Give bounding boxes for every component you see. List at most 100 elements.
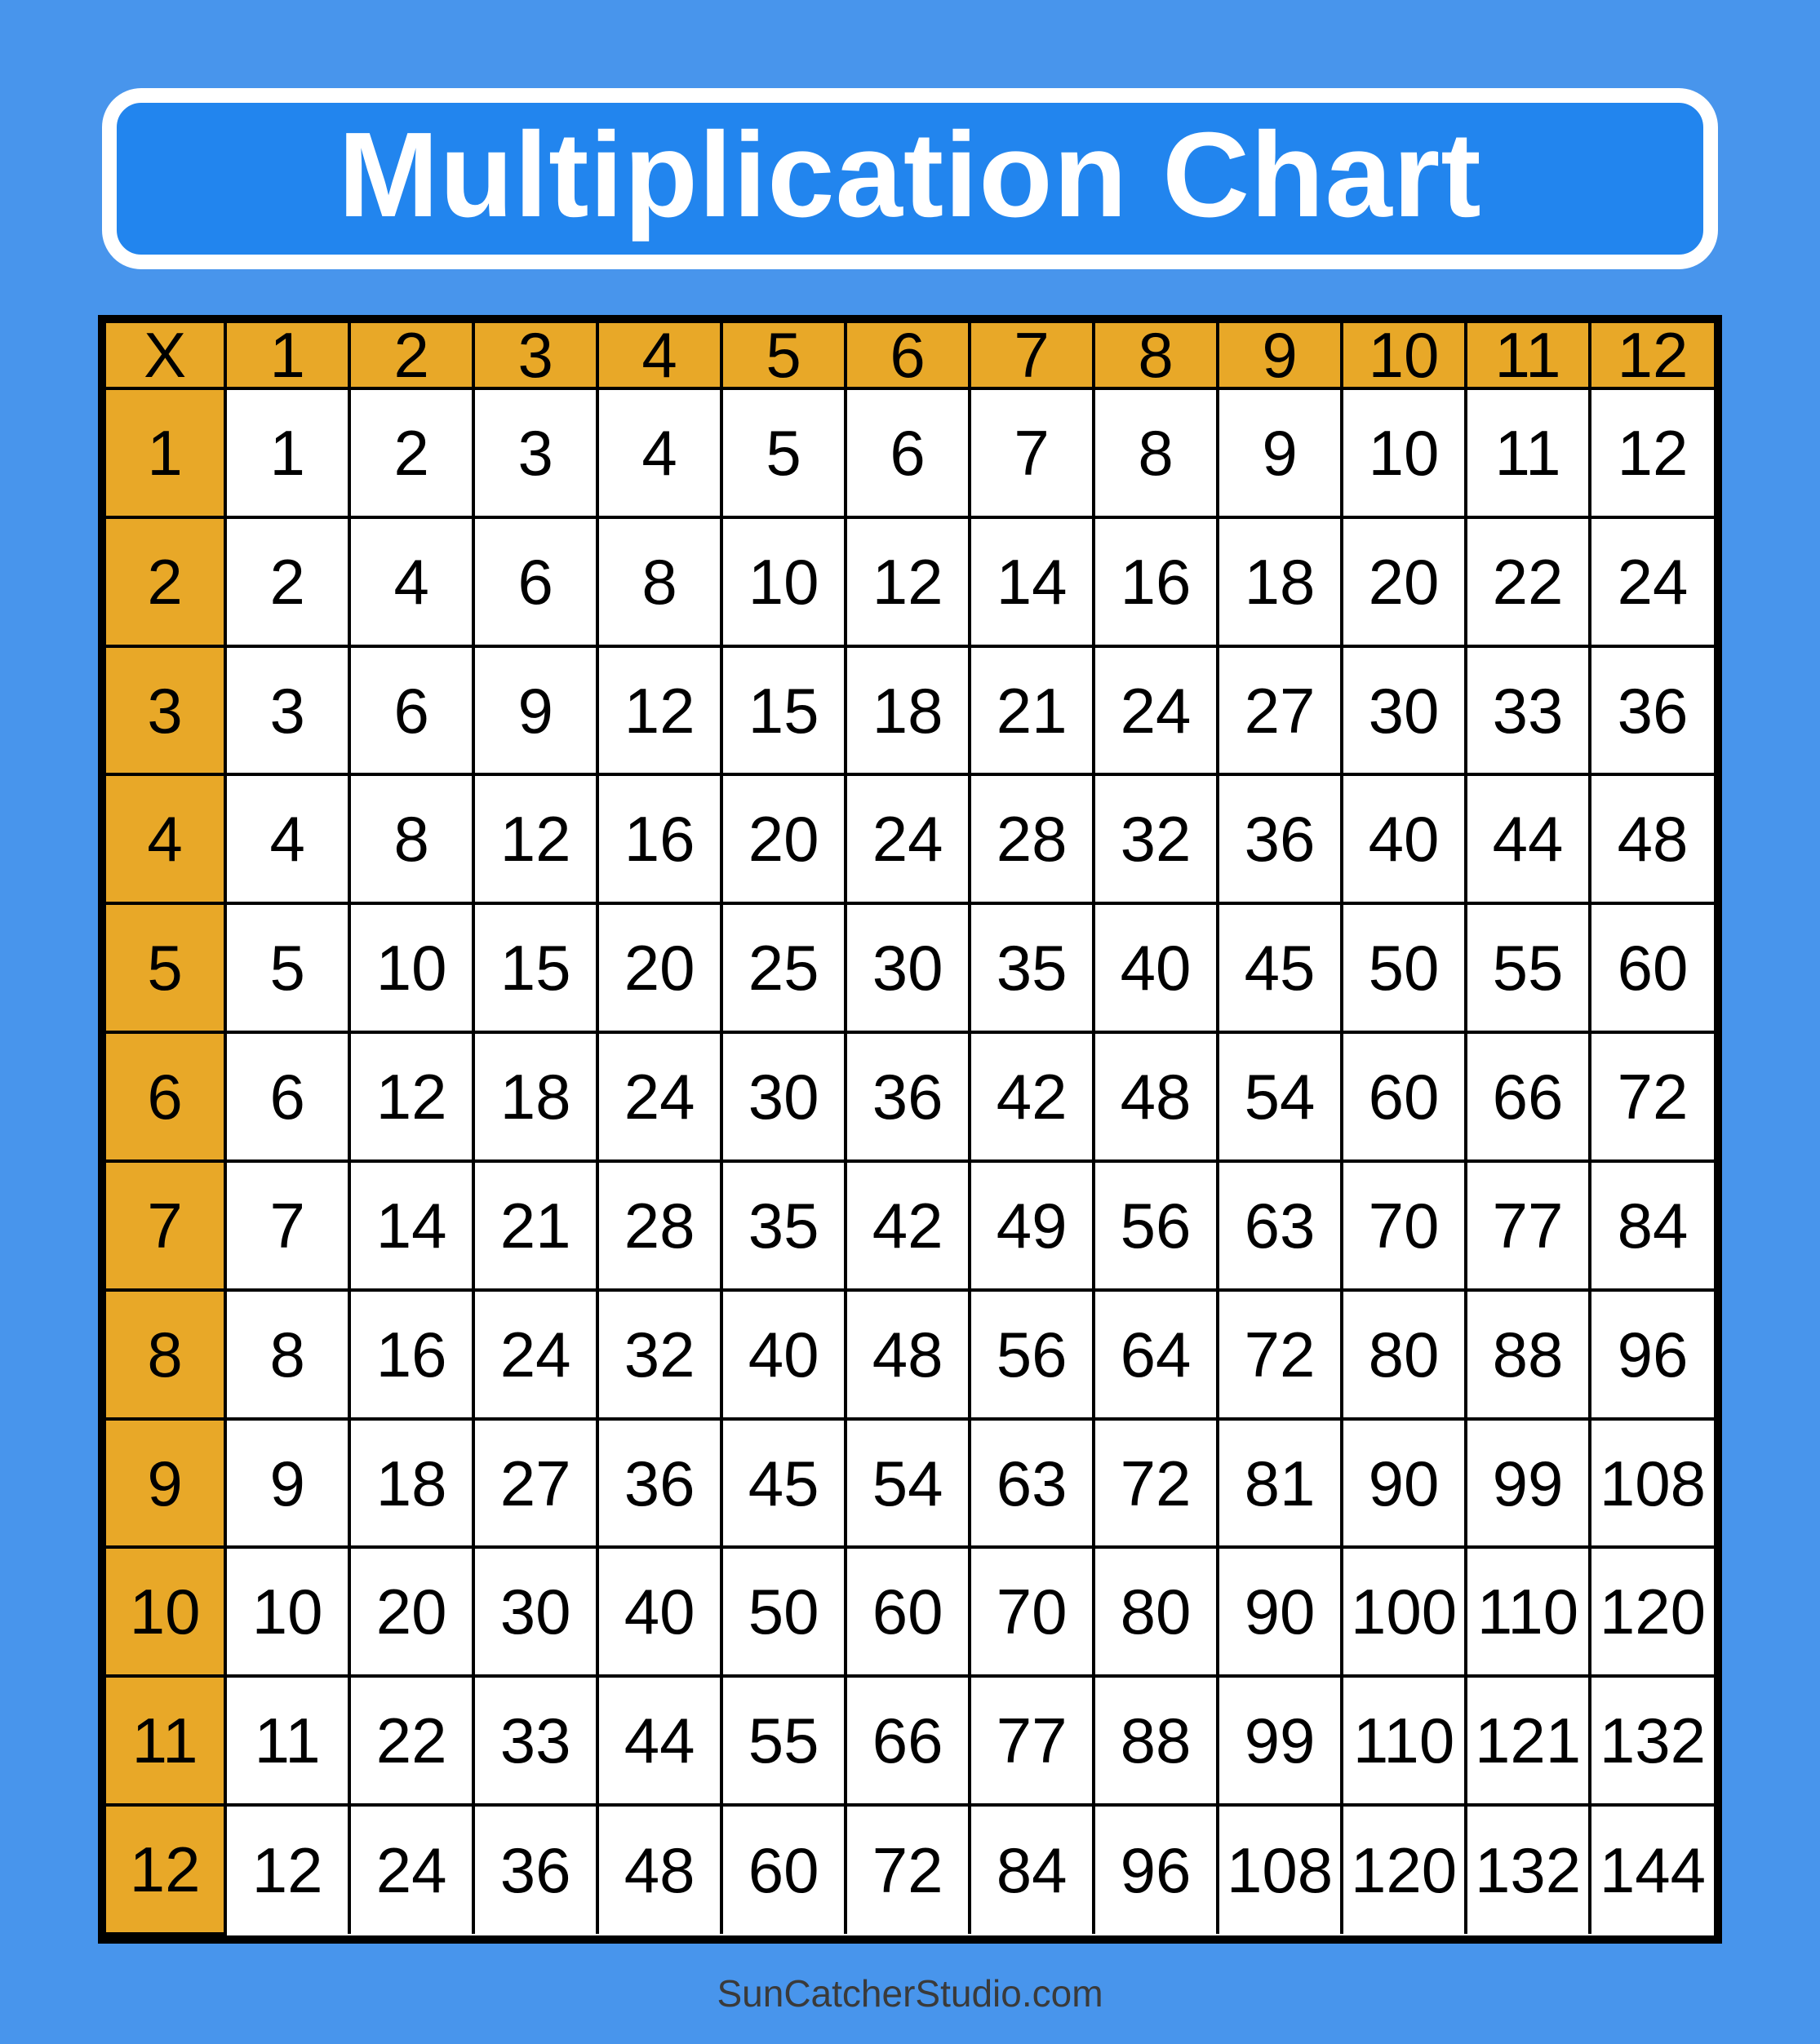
product-cell: 72 [1216,1288,1344,1421]
column-header-cell: 12 [1588,323,1714,390]
product-cell: 9 [224,1417,352,1550]
product-cell: 21 [472,1159,600,1292]
product-cell: 45 [720,1417,848,1550]
product-cell: 20 [596,902,724,1035]
column-header-cell: 10 [1340,323,1468,390]
product-cell: 22 [1464,515,1591,648]
product-cell: 72 [844,1803,972,1934]
product-cell: 28 [968,773,1096,906]
product-cell: 84 [1588,1159,1714,1292]
product-cell: 32 [596,1288,724,1421]
row-header-cell: 5 [106,902,228,1035]
product-cell: 11 [224,1674,352,1807]
product-cell: 10 [720,515,848,648]
product-cell: 90 [1340,1417,1468,1550]
product-cell: 8 [348,773,476,906]
column-header-cell: 3 [472,323,600,390]
product-cell: 7 [224,1159,352,1292]
product-cell: 66 [1464,1031,1591,1163]
row-header-cell: 6 [106,1031,228,1163]
product-cell: 3 [224,644,352,777]
product-cell: 5 [224,902,352,1035]
product-cell: 88 [1092,1674,1220,1807]
product-cell: 35 [720,1159,848,1292]
product-cell: 16 [1092,515,1220,648]
product-cell: 99 [1464,1417,1591,1550]
column-header-cell: 7 [968,323,1096,390]
product-cell: 3 [472,387,600,519]
row-header-cell: 2 [106,515,228,648]
product-cell: 6 [472,515,600,648]
product-cell: 110 [1340,1674,1468,1807]
product-cell: 48 [844,1288,972,1421]
product-cell: 12 [348,1031,476,1163]
product-cell: 66 [844,1674,972,1807]
product-cell: 121 [1464,1674,1591,1807]
product-cell: 60 [1340,1031,1468,1163]
product-cell: 36 [844,1031,972,1163]
product-cell: 84 [968,1803,1096,1934]
product-cell: 99 [1216,1674,1344,1807]
product-cell: 15 [720,644,848,777]
product-cell: 22 [348,1674,476,1807]
product-cell: 33 [1464,644,1591,777]
product-cell: 18 [348,1417,476,1550]
product-cell: 30 [844,902,972,1035]
product-cell: 5 [720,387,848,519]
product-cell: 24 [472,1288,600,1421]
product-cell: 6 [844,387,972,519]
table-row: 6 6 12 18 24 30 36 42 48 54 60 66 72 [106,1031,1714,1163]
product-cell: 96 [1588,1288,1714,1421]
product-cell: 24 [596,1031,724,1163]
product-cell: 40 [1092,902,1220,1035]
product-cell: 40 [596,1545,724,1678]
table-row: 8 8 16 24 32 40 48 56 64 72 80 88 96 [106,1288,1714,1421]
product-cell: 50 [720,1545,848,1678]
product-cell: 24 [1588,515,1714,648]
product-cell: 72 [1588,1031,1714,1163]
product-cell: 36 [1216,773,1344,906]
product-cell: 12 [844,515,972,648]
row-header-cell: 10 [106,1545,228,1678]
product-cell: 60 [1588,902,1714,1035]
column-header-cell: 9 [1216,323,1344,390]
table-row: 3 3 6 9 12 15 18 21 24 27 30 33 36 [106,644,1714,777]
product-cell: 8 [596,515,724,648]
product-cell: 25 [720,902,848,1035]
product-cell: 15 [472,902,600,1035]
product-cell: 8 [1092,387,1220,519]
product-cell: 20 [1340,515,1468,648]
product-cell: 9 [1216,387,1344,519]
table-row: 5 5 10 15 20 25 30 35 40 45 50 55 60 [106,902,1714,1035]
product-cell: 10 [348,902,476,1035]
product-cell: 55 [720,1674,848,1807]
product-cell: 10 [224,1545,352,1678]
column-header-cell: 8 [1092,323,1220,390]
table-row: 11 11 22 33 44 55 66 77 88 99 110 121 132 [106,1674,1714,1807]
product-cell: 35 [968,902,1096,1035]
row-header-cell: 11 [106,1674,228,1807]
product-cell: 36 [1588,644,1714,777]
table-header-row: X 1 2 3 4 5 6 7 8 9 10 11 12 [106,323,1714,390]
product-cell: 40 [720,1288,848,1421]
page-title: Multiplication Chart [338,108,1482,242]
row-header-cell: 3 [106,644,228,777]
product-cell: 18 [472,1031,600,1163]
product-cell: 42 [844,1159,972,1292]
product-cell: 56 [1092,1159,1220,1292]
product-cell: 1 [224,387,352,519]
column-header-cell: 6 [844,323,972,390]
product-cell: 100 [1340,1545,1468,1678]
product-cell: 36 [472,1803,600,1934]
product-cell: 12 [1588,387,1714,519]
table-row: 12 12 24 36 48 60 72 84 96 108 120 132 144 [106,1803,1714,1935]
product-cell: 70 [1340,1159,1468,1292]
product-cell: 64 [1092,1288,1220,1421]
product-cell: 24 [348,1803,476,1934]
product-cell: 27 [472,1417,600,1550]
product-cell: 11 [1464,387,1591,519]
product-cell: 12 [224,1803,352,1934]
column-header-cell: 5 [720,323,848,390]
product-cell: 63 [1216,1159,1344,1292]
table-header: X 1 2 3 4 5 6 7 8 9 10 11 12 [106,323,1714,390]
